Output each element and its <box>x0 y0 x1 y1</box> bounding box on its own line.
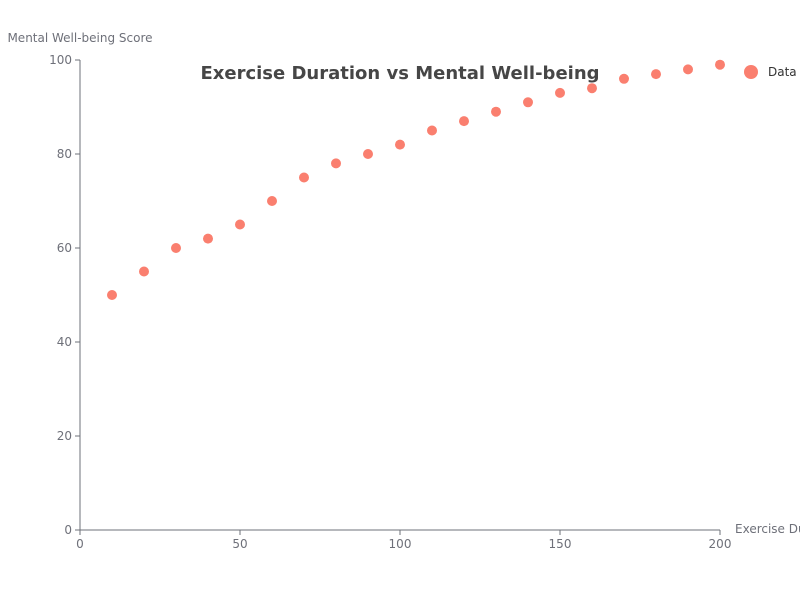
data-point[interactable] <box>395 139 405 150</box>
data-point[interactable] <box>427 125 437 136</box>
data-point[interactable] <box>107 290 117 300</box>
data-point[interactable] <box>619 73 629 84</box>
x-tick-label: 200 <box>709 537 732 551</box>
data-point[interactable] <box>203 233 213 244</box>
y-tick-label: 100 <box>49 53 72 67</box>
legend-marker[interactable] <box>744 65 758 79</box>
y-axis-ticks: 0 20 40 60 80 100 <box>49 53 80 537</box>
x-axis-label: Exercise Du <box>735 522 800 536</box>
data-point[interactable] <box>363 149 373 159</box>
data-point[interactable] <box>491 106 501 117</box>
data-point[interactable] <box>299 172 309 183</box>
data-point[interactable] <box>267 196 277 206</box>
legend[interactable]: Data <box>744 65 797 79</box>
x-tick-label: 50 <box>232 537 247 551</box>
y-tick-label: 60 <box>57 241 72 255</box>
y-axis-label: Mental Well-being Score <box>7 31 152 45</box>
data-point[interactable] <box>459 116 469 127</box>
data-point[interactable] <box>331 158 341 169</box>
data-point[interactable] <box>651 69 661 80</box>
y-tick-label: 80 <box>57 147 72 161</box>
data-point[interactable] <box>523 97 533 108</box>
x-tick-label: 0 <box>76 537 84 551</box>
y-tick-label: 40 <box>57 335 72 349</box>
x-axis-ticks: 0 50 100 150 200 <box>76 530 731 551</box>
data-point[interactable] <box>235 219 245 230</box>
legend-label[interactable]: Data <box>768 65 797 79</box>
data-point[interactable] <box>555 87 565 98</box>
x-tick-label: 150 <box>549 537 572 551</box>
y-tick-label: 0 <box>64 523 72 537</box>
chart-title: Exercise Duration vs Mental Well-being <box>200 63 599 84</box>
data-point[interactable] <box>139 266 149 277</box>
data-point[interactable] <box>683 64 693 75</box>
x-tick-label: 100 <box>389 537 412 551</box>
scatter-points <box>107 59 725 300</box>
y-tick-label: 20 <box>57 429 72 443</box>
data-point[interactable] <box>171 243 181 253</box>
data-point[interactable] <box>715 59 725 70</box>
data-point[interactable] <box>587 83 597 94</box>
